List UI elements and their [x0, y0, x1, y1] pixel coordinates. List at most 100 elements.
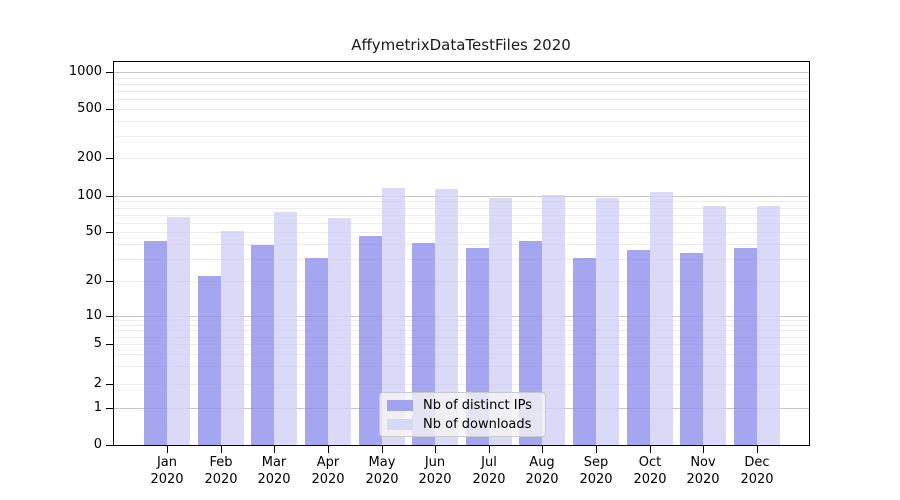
- gridline-minor: [114, 244, 809, 245]
- bar-downloads-oct: [650, 192, 673, 445]
- y-tick-label: 5: [93, 336, 102, 351]
- legend: Nb of distinct IPs Nb of downloads: [379, 392, 546, 437]
- x-tick-label-jul: Jul 2020: [472, 455, 506, 487]
- bar-downloads-jul: [489, 198, 512, 445]
- gridline-minor: [114, 325, 809, 326]
- y-tick-label: 50: [85, 224, 102, 239]
- gridline-minor: [114, 84, 809, 85]
- x-tick-mark: [757, 446, 758, 453]
- y-tick-label: 1: [93, 400, 102, 415]
- x-tick-label-apr: Apr 2020: [311, 455, 345, 487]
- gridline-minor: [114, 208, 809, 209]
- bar-downloads-may: [382, 188, 405, 445]
- gridline-minor: [114, 78, 809, 79]
- bar-downloads-apr: [328, 218, 351, 445]
- gridline-minor: [114, 281, 809, 282]
- bar-distinct-ips-dec: [734, 248, 757, 445]
- x-tick-mark: [489, 446, 490, 453]
- x-tick-label-mar: Mar 2020: [257, 455, 291, 487]
- gridline-minor: [114, 121, 809, 122]
- x-tick-mark: [221, 446, 222, 453]
- gridline-major: [114, 316, 809, 317]
- x-tick-mark: [596, 446, 597, 453]
- y-tick-mark: [106, 316, 113, 317]
- y-tick-mark: [106, 384, 113, 385]
- bar-downloads-sep: [596, 198, 619, 445]
- x-tick-mark: [435, 446, 436, 453]
- y-tick-mark: [106, 281, 113, 282]
- gridline-major: [114, 196, 809, 197]
- legend-row-downloads: Nb of downloads: [387, 417, 537, 432]
- y-tick-label: 20: [85, 273, 102, 288]
- x-tick-label-jun: Jun 2020: [418, 455, 452, 487]
- y-tick-mark: [106, 344, 113, 345]
- bar-downloads-mar: [274, 212, 297, 445]
- x-tick-label-nov: Nov 2020: [686, 455, 720, 487]
- legend-label-distinct-ips: Nb of distinct IPs: [423, 397, 532, 413]
- y-tick-label: 2: [93, 376, 102, 391]
- gridline-minor: [114, 201, 809, 202]
- x-tick-mark: [650, 446, 651, 453]
- x-tick-mark: [328, 446, 329, 453]
- x-tick-mark: [274, 446, 275, 453]
- gridline-minor: [114, 337, 809, 338]
- plot-area: [113, 61, 810, 446]
- gridline-minor: [114, 344, 809, 345]
- gridline-major: [114, 72, 809, 73]
- x-tick-label-may: May 2020: [365, 455, 399, 487]
- bar-distinct-ips-may: [359, 236, 382, 445]
- y-tick-label: 10: [85, 308, 102, 323]
- y-tick-mark: [106, 72, 113, 73]
- gridline-minor: [114, 330, 809, 331]
- bar-distinct-ips-sep: [573, 258, 596, 445]
- y-tick-mark: [106, 158, 113, 159]
- bar-downloads-jan: [167, 217, 190, 445]
- bar-distinct-ips-apr: [305, 258, 328, 445]
- y-tick-mark: [106, 445, 113, 446]
- gridline-minor: [114, 354, 809, 355]
- x-tick-label-feb: Feb 2020: [204, 455, 238, 487]
- y-tick-label: 500: [77, 101, 102, 116]
- gridline-minor: [114, 91, 809, 92]
- bar-downloads-dec: [757, 206, 780, 445]
- gridline-minor: [114, 158, 809, 159]
- gridline-minor: [114, 232, 809, 233]
- y-tick-mark: [106, 109, 113, 110]
- x-tick-mark: [382, 446, 383, 453]
- gridline-minor: [114, 259, 809, 260]
- x-tick-label-dec: Dec 2020: [740, 455, 774, 487]
- x-tick-mark: [542, 446, 543, 453]
- bar-distinct-ips-nov: [680, 253, 703, 445]
- bar-distinct-ips-mar: [251, 245, 274, 445]
- y-tick-mark: [106, 232, 113, 233]
- x-tick-label-jan: Jan 2020: [150, 455, 184, 487]
- gridline-minor: [114, 384, 809, 385]
- y-tick-label: 1000: [68, 64, 102, 79]
- chart-title: AffymetrixDataTestFiles 2020: [351, 36, 571, 54]
- gridline-minor: [114, 99, 809, 100]
- bar-distinct-ips-feb: [198, 276, 221, 445]
- x-tick-label-sep: Sep 2020: [579, 455, 613, 487]
- y-tick-mark: [106, 196, 113, 197]
- bar-downloads-nov: [703, 206, 726, 445]
- x-tick-label-aug: Aug 2020: [525, 455, 559, 487]
- bar-downloads-aug: [542, 195, 565, 445]
- legend-row-distinct-ips: Nb of distinct IPs: [387, 398, 537, 413]
- legend-swatch-distinct-ips: [387, 399, 413, 411]
- x-tick-mark: [167, 446, 168, 453]
- bar-distinct-ips-jan: [144, 241, 167, 445]
- gridline-minor: [114, 109, 809, 110]
- gridline-minor: [114, 320, 809, 321]
- bar-distinct-ips-oct: [627, 250, 650, 445]
- gridline-minor: [114, 136, 809, 137]
- legend-label-downloads: Nb of downloads: [423, 416, 532, 432]
- gridline-minor: [114, 215, 809, 216]
- gridline-minor: [114, 223, 809, 224]
- bar-downloads-feb: [221, 231, 244, 445]
- y-tick-mark: [106, 408, 113, 409]
- legend-swatch-downloads: [387, 418, 413, 430]
- y-tick-label: 200: [77, 150, 102, 165]
- bar-downloads-jun: [435, 189, 458, 445]
- x-tick-mark: [703, 446, 704, 453]
